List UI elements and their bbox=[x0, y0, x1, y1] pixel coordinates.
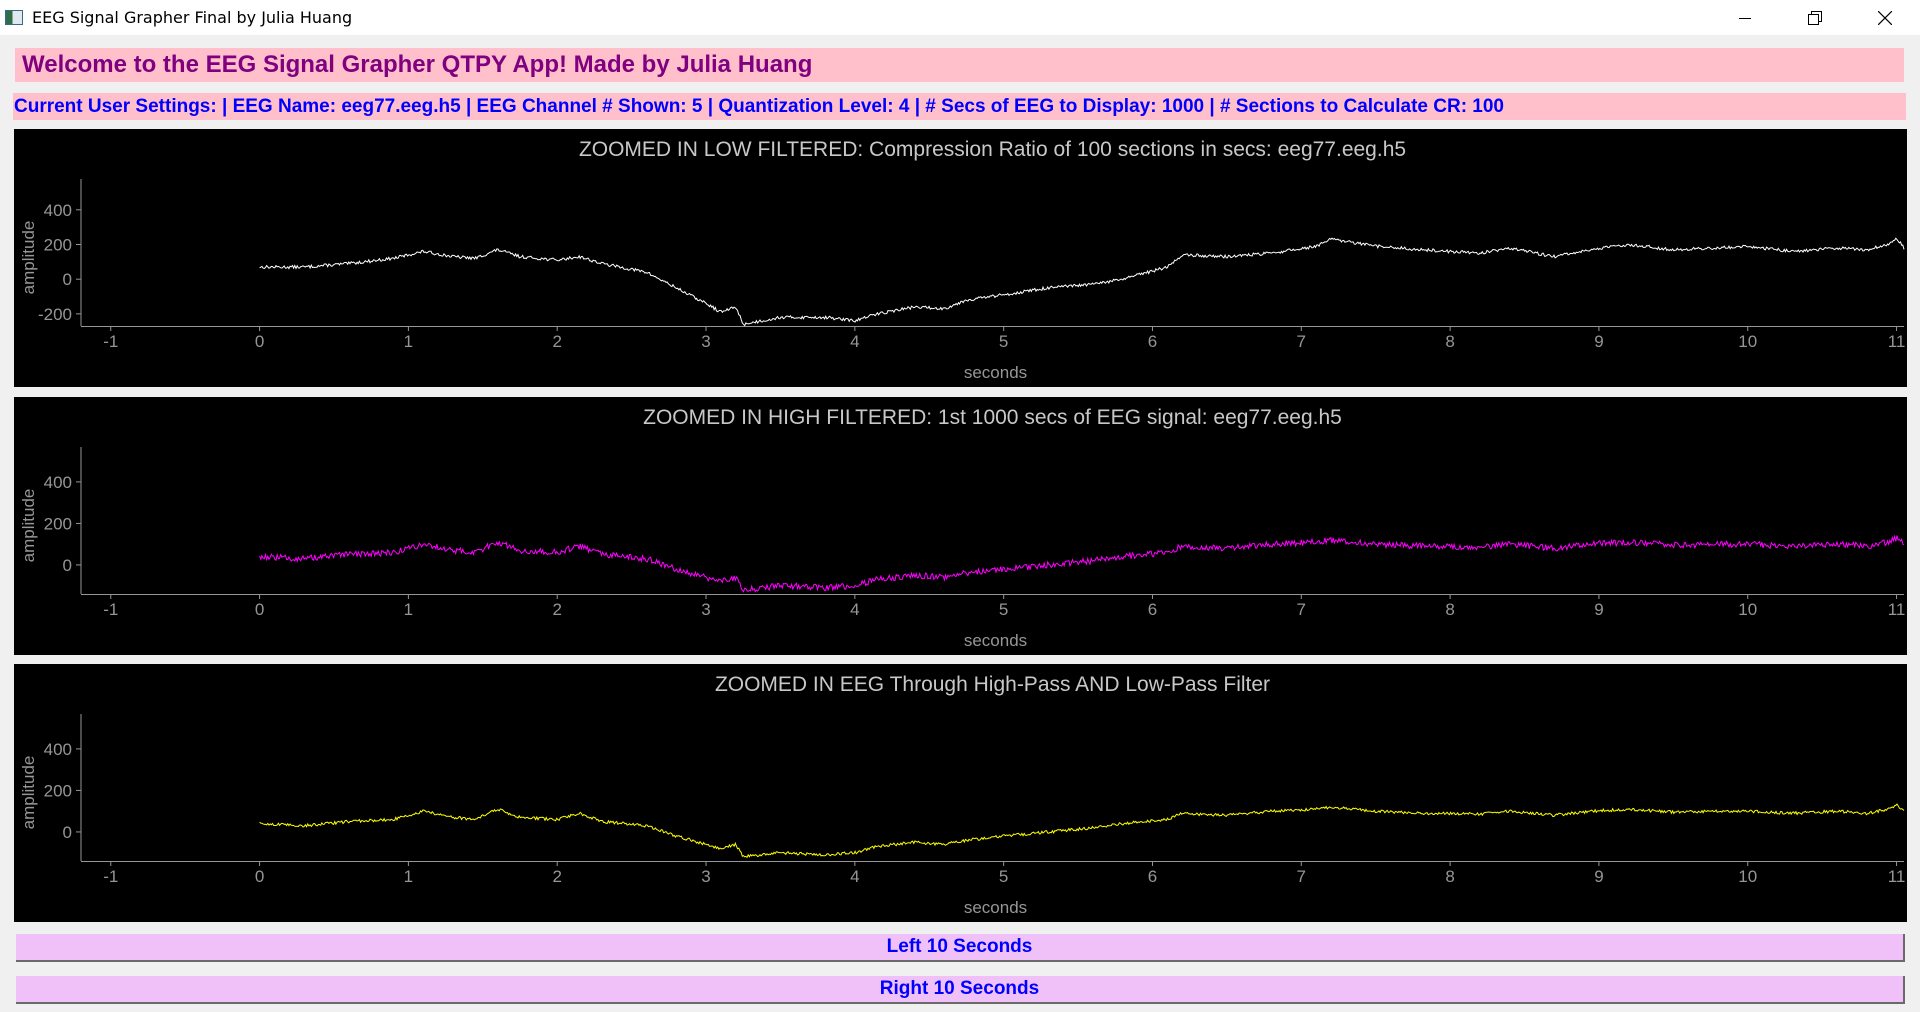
x-axis-label: seconds bbox=[964, 898, 1027, 917]
app-icon bbox=[5, 10, 23, 25]
left-10-seconds-button[interactable]: Left 10 Seconds bbox=[16, 934, 1905, 962]
x-tick-label: 10 bbox=[1738, 332, 1757, 351]
y-tick-label: 200 bbox=[44, 781, 72, 800]
x-tick-label: 11 bbox=[1888, 600, 1906, 619]
x-tick-label: 4 bbox=[850, 867, 859, 886]
x-tick-label: -1 bbox=[103, 867, 118, 886]
x-tick-label: 4 bbox=[850, 600, 859, 619]
y-tick-label: 0 bbox=[63, 823, 72, 842]
x-tick-label: 8 bbox=[1445, 332, 1454, 351]
x-tick-label: 2 bbox=[552, 332, 561, 351]
x-tick-label: 10 bbox=[1738, 600, 1757, 619]
minimize-button[interactable] bbox=[1710, 0, 1780, 35]
x-tick-label: 6 bbox=[1148, 600, 1157, 619]
close-button[interactable] bbox=[1850, 0, 1920, 35]
high-filtered-plot[interactable]: ZOOMED IN HIGH FILTERED: 1st 1000 secs o… bbox=[14, 397, 1907, 655]
x-axis-label: seconds bbox=[964, 363, 1027, 382]
x-tick-label: 9 bbox=[1594, 867, 1603, 886]
minimize-icon bbox=[1739, 17, 1751, 19]
x-tick-label: 3 bbox=[701, 332, 710, 351]
low-filtered-plot[interactable]: ZOOMED IN LOW FILTERED: Compression Rati… bbox=[14, 129, 1907, 387]
x-tick-label: 6 bbox=[1148, 867, 1157, 886]
x-tick-label: 1 bbox=[404, 600, 413, 619]
x-tick-label: 1 bbox=[404, 332, 413, 351]
x-tick-label: 9 bbox=[1594, 332, 1603, 351]
x-tick-label: 0 bbox=[255, 600, 264, 619]
x-tick-label: 7 bbox=[1297, 332, 1306, 351]
x-tick-label: 8 bbox=[1445, 600, 1454, 619]
x-tick-label: 11 bbox=[1888, 867, 1906, 886]
y-axis-label: amplitude bbox=[19, 756, 38, 830]
close-icon bbox=[1878, 10, 1892, 25]
y-axis-label: amplitude bbox=[19, 489, 38, 563]
welcome-banner: Welcome to the EEG Signal Grapher QTPY A… bbox=[15, 48, 1904, 82]
x-tick-label: 7 bbox=[1297, 600, 1306, 619]
x-tick-label: 10 bbox=[1738, 867, 1757, 886]
x-tick-label: 9 bbox=[1594, 600, 1603, 619]
y-tick-label: -200 bbox=[38, 305, 72, 324]
x-tick-label: 5 bbox=[999, 332, 1008, 351]
chart-title: ZOOMED IN EEG Through High-Pass AND Low-… bbox=[715, 673, 1270, 696]
x-tick-label: 7 bbox=[1297, 867, 1306, 886]
chart-title: ZOOMED IN HIGH FILTERED: 1st 1000 secs o… bbox=[643, 406, 1342, 429]
window-title: EEG Signal Grapher Final by Julia Huang bbox=[32, 8, 353, 27]
y-tick-label: 0 bbox=[63, 270, 72, 289]
x-tick-label: 2 bbox=[552, 600, 561, 619]
right-10-seconds-button[interactable]: Right 10 Seconds bbox=[16, 976, 1905, 1004]
x-tick-label: 0 bbox=[255, 867, 264, 886]
y-axis-label: amplitude bbox=[19, 221, 38, 295]
chart-svg: ZOOMED IN EEG Through High-Pass AND Low-… bbox=[19, 673, 1906, 917]
y-tick-label: 200 bbox=[44, 514, 72, 533]
x-tick-label: 1 bbox=[404, 867, 413, 886]
x-tick-label: 11 bbox=[1888, 332, 1906, 351]
window-controls bbox=[1710, 0, 1920, 35]
user-settings-label: Current User Settings: | EEG Name: eeg77… bbox=[13, 93, 1906, 120]
restore-icon bbox=[1808, 10, 1822, 25]
x-tick-label: 5 bbox=[999, 867, 1008, 886]
eeg-signal-line bbox=[259, 534, 1905, 593]
y-tick-label: 0 bbox=[63, 556, 72, 575]
eeg-signal-line bbox=[259, 237, 1905, 327]
chart-svg: ZOOMED IN HIGH FILTERED: 1st 1000 secs o… bbox=[19, 406, 1906, 650]
window-titlebar: EEG Signal Grapher Final by Julia Huang bbox=[0, 0, 1920, 35]
eeg-signal-line bbox=[259, 803, 1905, 859]
x-tick-label: 3 bbox=[701, 867, 710, 886]
y-tick-label: 400 bbox=[44, 201, 72, 220]
y-tick-label: 200 bbox=[44, 235, 72, 254]
y-tick-label: 400 bbox=[44, 473, 72, 492]
x-tick-label: 3 bbox=[701, 600, 710, 619]
chart-svg: ZOOMED IN LOW FILTERED: Compression Rati… bbox=[19, 138, 1906, 382]
y-tick-label: 400 bbox=[44, 740, 72, 759]
x-tick-label: 2 bbox=[552, 867, 561, 886]
x-tick-label: -1 bbox=[103, 332, 118, 351]
x-tick-label: 8 bbox=[1445, 867, 1454, 886]
chart-title: ZOOMED IN LOW FILTERED: Compression Rati… bbox=[579, 138, 1406, 161]
x-tick-label: 0 bbox=[255, 332, 264, 351]
x-tick-label: 5 bbox=[999, 600, 1008, 619]
band-filtered-plot[interactable]: ZOOMED IN EEG Through High-Pass AND Low-… bbox=[14, 664, 1907, 922]
restore-button[interactable] bbox=[1780, 0, 1850, 35]
x-tick-label: -1 bbox=[103, 600, 118, 619]
x-tick-label: 4 bbox=[850, 332, 859, 351]
x-axis-label: seconds bbox=[964, 631, 1027, 650]
x-tick-label: 6 bbox=[1148, 332, 1157, 351]
